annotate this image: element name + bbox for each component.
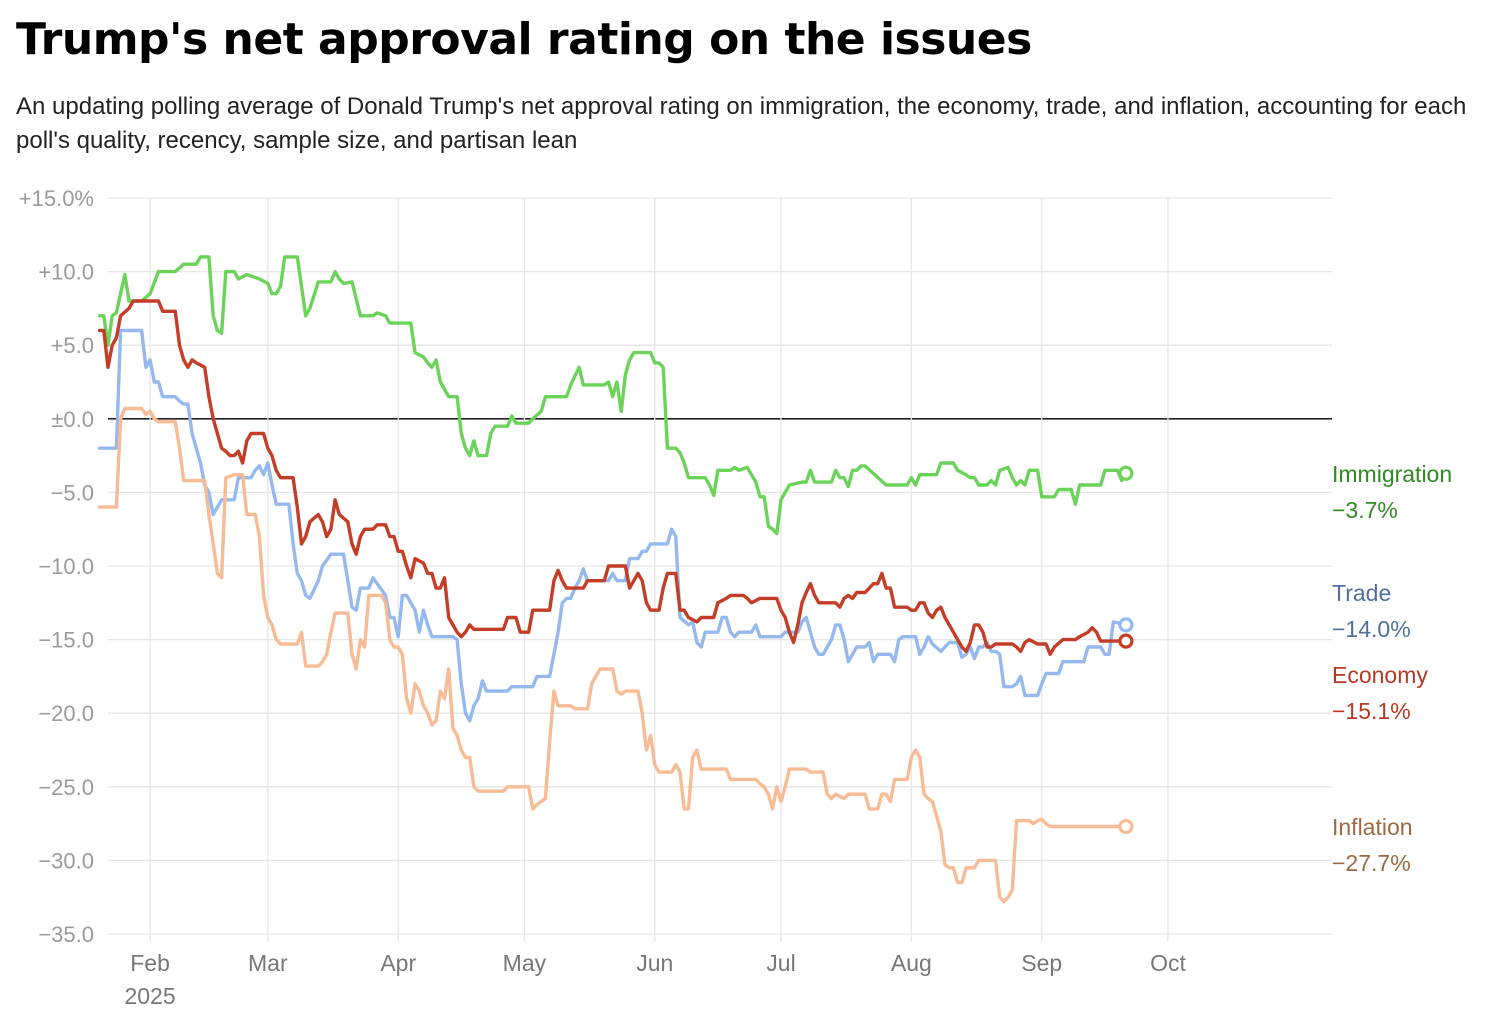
inflation-line: [97, 406, 1128, 904]
x-tick-label: Sep: [1021, 950, 1062, 976]
x-axis: Feb 2025 Mar Apr May Jun Jul Aug Sep Oct: [124, 950, 1186, 1009]
y-tick-label: ±0.0: [51, 407, 94, 432]
y-tick-label: +10.0: [38, 260, 94, 285]
immigration-line: [97, 255, 1128, 536]
immigration-label: Immigration: [1332, 461, 1452, 487]
y-tick-label: +5.0: [51, 333, 94, 358]
x-tick-label: Mar: [248, 950, 288, 976]
y-tick-label: −20.0: [38, 701, 94, 726]
x-tick-label: Oct: [1150, 950, 1186, 976]
economy-value: −15.1%: [1332, 698, 1411, 724]
trade-label: Trade: [1332, 580, 1391, 606]
y-tick-label: −35.0: [38, 922, 94, 947]
trade-end-marker: [1118, 617, 1134, 633]
y-tick-label: −5.0: [51, 480, 94, 505]
economy-line: [97, 299, 1128, 656]
trade-line: [97, 328, 1128, 723]
y-tick-label: −25.0: [38, 775, 94, 800]
y-tick-label: −30.0: [38, 848, 94, 873]
y-tick-label: +15.0%: [19, 186, 94, 211]
chart-subtitle: An updating polling average of Donald Tr…: [16, 93, 1467, 154]
series-lines: [97, 255, 1128, 904]
x-tick-label: Jul: [766, 950, 795, 976]
series-end-labels: Immigration −3.7% Trade −14.0% Economy −15.1%…: [1118, 461, 1452, 876]
y-axis: +15.0% +10.0 +5.0 ±0.0 −5.0 −10.0 −15.0 −20.0 −2…: [19, 186, 94, 947]
immigration-end-marker: [1118, 465, 1134, 481]
chart-title: Trump's net approval rating on the issue…: [16, 14, 1032, 65]
x-tick-sublabel: 2025: [124, 983, 175, 1009]
inflation-label: Inflation: [1332, 814, 1413, 840]
trade-value: −14.0%: [1332, 616, 1411, 642]
inflation-value: −27.7%: [1332, 850, 1411, 876]
economy-end-marker: [1118, 633, 1134, 649]
x-tick-label: Jun: [636, 950, 673, 976]
x-tick-label: Feb: [130, 950, 170, 976]
x-tick-label: May: [503, 950, 547, 976]
economy-label: Economy: [1332, 662, 1428, 688]
x-tick-label: Apr: [380, 950, 416, 976]
y-tick-label: −15.0: [38, 628, 94, 653]
inflation-end-marker: [1118, 818, 1134, 835]
immigration-value: −3.7%: [1332, 497, 1398, 523]
x-tick-label: Aug: [891, 950, 932, 976]
grid: [108, 197, 1332, 942]
y-tick-label: −10.0: [38, 554, 94, 579]
